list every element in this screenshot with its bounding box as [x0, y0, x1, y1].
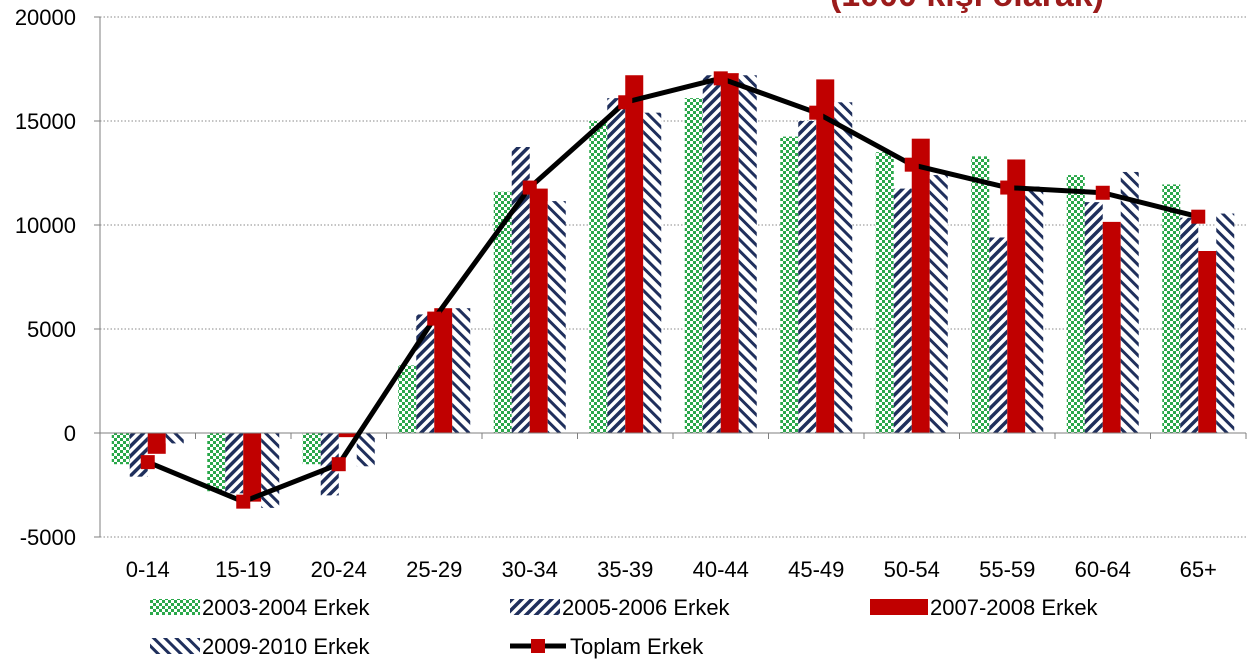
legend-swatch — [150, 638, 200, 654]
bar-40-44-series-4 — [738, 75, 757, 434]
bar-20-24-series-3 — [338, 433, 357, 438]
legend-label: Toplam Erkek — [570, 634, 704, 659]
line-point-35-39 — [618, 95, 633, 110]
legend-swatch — [870, 599, 928, 615]
y-tick-label: -5000 — [20, 525, 76, 550]
bar-45-49-series-2 — [798, 121, 817, 433]
bar-40-44-series-2 — [702, 75, 721, 434]
bar-65+-series-1 — [1162, 184, 1181, 433]
bar-60-64-series-4 — [1120, 171, 1139, 433]
line-point-65+ — [1191, 209, 1206, 224]
bar-15-19-series-4 — [261, 433, 280, 508]
bar-50-54-series-1 — [875, 152, 894, 433]
line-point-45-49 — [809, 105, 824, 120]
bar-15-19-series-3 — [243, 433, 262, 502]
y-tick-label: 20000 — [15, 5, 76, 30]
bar-20-24-series-4 — [356, 433, 375, 467]
bar-45-49-series-4 — [834, 102, 853, 433]
legend-marker — [531, 639, 545, 653]
bar-35-39-series-2 — [607, 98, 626, 434]
legend-label: 2003-2004 Erkek — [202, 595, 371, 620]
y-tick-label: 15000 — [15, 109, 76, 134]
bar-65+-series-3 — [1198, 251, 1217, 433]
bar-50-54-series-4 — [929, 175, 948, 433]
x-tick-label: 30-34 — [502, 557, 558, 582]
bar-55-59-series-2 — [989, 237, 1008, 433]
bar-30-34-series-1 — [493, 191, 512, 433]
bar-0-14-series-1 — [111, 433, 130, 465]
y-tick-label: 10000 — [15, 213, 76, 238]
legend-swatch — [510, 599, 560, 615]
line-point-50-54 — [904, 157, 919, 172]
legend-label: 2005-2006 Erkek — [562, 595, 731, 620]
x-tick-label: 25-29 — [406, 557, 462, 582]
line-point-0-14 — [140, 455, 155, 470]
x-tick-label: 15-19 — [215, 557, 271, 582]
bar-15-19-series-1 — [207, 433, 226, 492]
legend-item-5: Toplam Erkek — [510, 634, 704, 659]
legend-label: 2009-2010 Erkek — [202, 634, 371, 659]
bar-25-29-series-2 — [416, 314, 435, 433]
legend-label: 2007-2008 Erkek — [930, 595, 1099, 620]
bar-60-64-series-2 — [1084, 202, 1103, 433]
bar-20-24-series-1 — [302, 433, 321, 465]
line-point-55-59 — [1000, 180, 1015, 195]
legend-item-4: 2009-2010 Erkek — [150, 634, 371, 659]
chart-title: (1000 kişi olarak) — [830, 0, 1104, 14]
bar-25-29-series-4 — [452, 308, 471, 433]
x-tick-label: 50-54 — [884, 557, 940, 582]
legend-item-1: 2003-2004 Erkek — [150, 595, 371, 620]
x-tick-label: 55-59 — [979, 557, 1035, 582]
legend-item-3: 2007-2008 Erkek — [870, 595, 1099, 620]
line-point-30-34 — [522, 180, 537, 195]
x-tick-label: 20-24 — [311, 557, 367, 582]
x-tick-label: 60-64 — [1075, 557, 1131, 582]
y-tick-label: 0 — [64, 421, 76, 446]
bar-30-34-series-3 — [529, 188, 548, 433]
x-tick-label: 35-39 — [597, 557, 653, 582]
bar-25-29-series-3 — [434, 308, 453, 433]
y-tick-label: 5000 — [27, 317, 76, 342]
bar-15-19-series-2 — [225, 433, 244, 494]
line-point-25-29 — [427, 311, 442, 326]
legend-swatch — [150, 599, 200, 615]
line-series-toplam-erkek — [146, 75, 1199, 505]
bar-35-39-series-1 — [589, 121, 608, 433]
legend-item-2: 2005-2006 Erkek — [510, 595, 731, 620]
bar-20-24-series-2 — [320, 433, 339, 496]
bar-55-59-series-4 — [1025, 186, 1044, 433]
line-point-20-24 — [331, 457, 346, 472]
bar-45-49-series-1 — [780, 136, 799, 433]
bar-0-14-series-2 — [129, 433, 148, 477]
bar-30-34-series-4 — [547, 201, 566, 433]
bar-40-44-series-3 — [720, 73, 739, 433]
bar-65+-series-4 — [1216, 213, 1235, 433]
bar-35-39-series-4 — [643, 112, 662, 434]
bar-65+-series-2 — [1180, 217, 1199, 433]
bar-25-29-series-1 — [398, 365, 417, 433]
bar-50-54-series-2 — [893, 188, 912, 433]
line-point-40-44 — [713, 71, 728, 86]
bar-55-59-series-3 — [1007, 159, 1026, 434]
bar-60-64-series-1 — [1066, 175, 1085, 433]
x-tick-label: 0-14 — [126, 557, 170, 582]
bar-45-49-series-3 — [816, 79, 835, 434]
bar-0-14-series-4 — [165, 433, 184, 444]
bar-30-34-series-2 — [511, 147, 530, 433]
x-tick-label: 65+ — [1180, 557, 1217, 582]
bar-35-39-series-3 — [625, 75, 644, 434]
x-tick-label: 45-49 — [788, 557, 844, 582]
line-point-60-64 — [1095, 185, 1110, 200]
bar-0-14-series-3 — [147, 433, 166, 454]
x-tick-label: 40-44 — [693, 557, 749, 582]
line-point-15-19 — [236, 494, 251, 509]
bar-60-64-series-3 — [1102, 221, 1121, 433]
bar-55-59-series-1 — [971, 156, 990, 434]
bar-40-44-series-1 — [684, 98, 703, 434]
bar-50-54-series-3 — [911, 138, 930, 433]
